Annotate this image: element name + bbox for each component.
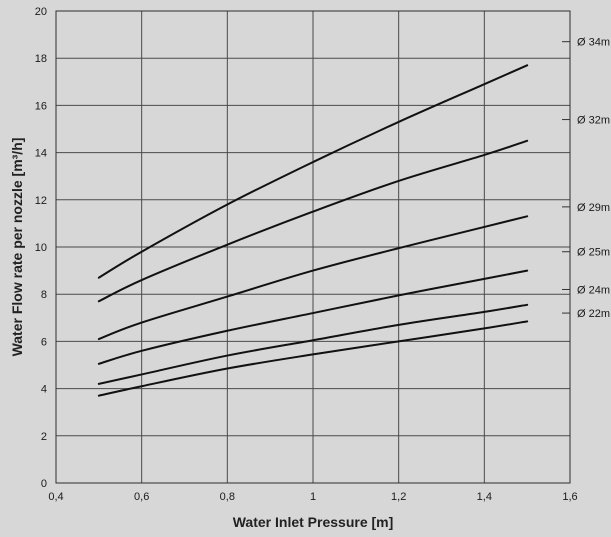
series-line [97,269,529,365]
plot-border [55,10,571,484]
series-label: Ø 22m [577,308,610,320]
series-line [97,139,529,303]
series-line [97,215,529,341]
label-layer: 0,4 0,6 0,8 1 1,2 1,4 1,6 0 2 4 6 8 10 12 14 16 18 20 Ø 34… [35,6,610,503]
series-label: Ø 32m [577,115,610,127]
series-label: Ø 29m [577,202,610,214]
series-label: Ø 34m [577,37,610,49]
y-tick-label: 8 [41,289,47,301]
y-tick-label: 18 [35,53,47,65]
grid-layer [56,11,570,483]
series-label: Ø 24m [577,284,610,296]
x-axis-title: Water Inlet Pressure [m] [233,514,394,530]
y-tick-label: 16 [35,100,47,112]
y-axis-title: Water Flow rate per nozzle [m³/h] [9,138,25,357]
x-tick-label: 0,8 [220,491,235,503]
y-tick-label: 12 [35,195,47,207]
x-tick-label: 1,6 [562,491,577,503]
y-tick-label: 10 [35,242,47,254]
y-tick-label: 4 [41,384,47,396]
y-tick-label: 6 [41,336,47,348]
x-tick-label: 1,4 [477,491,492,503]
x-tick-label: 0,4 [48,491,63,503]
x-tick-label: 1 [310,491,316,503]
series-line [97,320,529,397]
y-tick-label: 14 [35,148,47,160]
y-tick-label: 2 [41,431,47,443]
series-layer [97,64,529,397]
x-tick-label: 1,2 [391,491,406,503]
series-label: Ø 25m [577,247,610,259]
x-tick-label: 0,6 [134,491,149,503]
series-line [97,303,529,385]
y-tick-label: 0 [41,478,47,490]
y-tick-label: 20 [35,6,47,18]
series-line [97,64,529,279]
